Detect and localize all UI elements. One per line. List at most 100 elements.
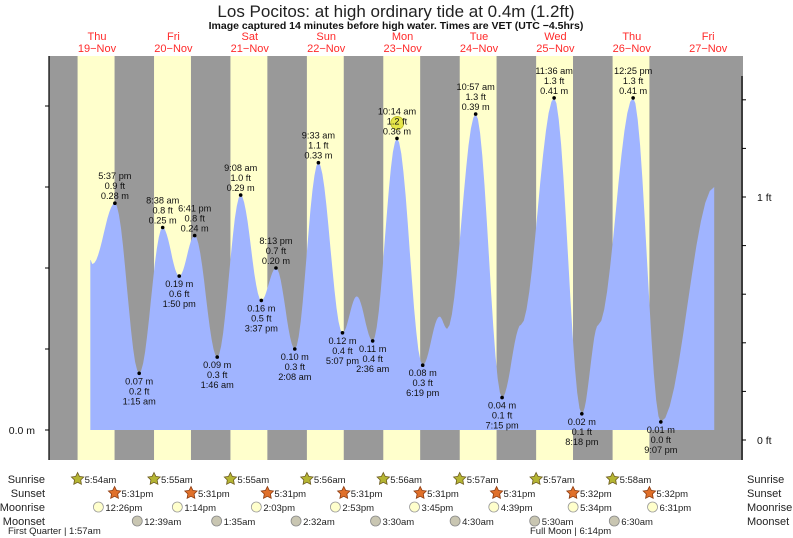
sunset-row-label-right: Sunset: [747, 488, 781, 500]
sunrise-time: 5:56am: [390, 475, 422, 486]
tide-height-ft: 0.1 ft: [572, 427, 593, 437]
sunrise-row-label-left: Sunrise: [8, 474, 45, 486]
tide-time: 9:08 am: [224, 163, 258, 173]
tide-extremes: 5:37 pm0.9 ft0.28 m 0.07 m0.2 ft1:15 am 8:…: [98, 66, 677, 455]
tide-point: [580, 412, 584, 416]
sunrise-star-icon: [299, 471, 314, 486]
tide-extreme-low: 0.19 m0.6 ft1:50 pm: [163, 274, 196, 309]
tide-extreme-high: 10:57 am1.3 ft0.39 m: [457, 82, 495, 116]
tide-time: 2:08 am: [278, 372, 312, 382]
day-labels: Thu19−NovFri20−NovSat21−NovSun22−NovMon2…: [78, 31, 728, 55]
tide-height-m: 0.07 m: [125, 376, 153, 386]
moonrise-time: 2:53pm: [342, 503, 374, 514]
tide-height-ft: 0.6 ft: [169, 289, 190, 299]
moonset-time: 12:39am: [144, 517, 181, 528]
right-axis-label: 1 ft: [757, 192, 772, 204]
tide-extreme-high: 10:14 am1.2 ft0.36 m: [378, 106, 416, 141]
sunrise-event: 5:57am: [452, 471, 499, 486]
sunset-event: 5:31pm: [107, 485, 153, 500]
tide-height-ft: 0.9 ft: [105, 181, 126, 191]
tide-time: 8:13 pm: [259, 236, 293, 246]
tide-height-m: 0.19 m: [165, 279, 193, 289]
tide-height-m: 0.36 m: [383, 126, 411, 136]
moonset-circle-icon: [608, 515, 620, 527]
moonrise-event: 3:45pm: [409, 501, 453, 514]
tide-extreme-low: 0.08 m0.3 ft6:19 pm: [406, 363, 440, 398]
moonset-time: 3:30am: [383, 517, 415, 528]
tide-extreme-low: 0.11 m0.4 ft2:36 am: [356, 339, 390, 374]
moonset-event: 6:30am: [608, 515, 653, 528]
moonset-time: 1:35am: [224, 517, 256, 528]
tide-extreme-high: 11:36 am1.3 ft0.41 m: [535, 66, 573, 100]
sunset-time: 5:32pm: [580, 489, 612, 500]
tide-extreme-low: 0.12 m0.4 ft5:07 pm: [326, 331, 360, 366]
tide-height-m: 0.16 m: [247, 303, 275, 313]
day-label-dow: Fri: [702, 31, 715, 43]
sunrise-row-label-right: Sunrise: [747, 474, 784, 486]
tide-point: [316, 160, 321, 165]
moonrise-circle-icon: [409, 501, 420, 513]
tide-height-ft: 0.7 ft: [266, 246, 287, 256]
tide-time: 3:37 pm: [245, 323, 279, 333]
tide-height-ft: 0.0 ft: [651, 435, 672, 445]
day-label-date: 27−Nov: [689, 43, 728, 55]
tide-time: 5:07 pm: [326, 356, 360, 366]
tide-point: [192, 233, 197, 238]
tide-height-ft: 1.3 ft: [465, 92, 486, 102]
tide-height-ft: 0.8 ft: [184, 214, 205, 224]
sunrise-time: 5:54am: [85, 475, 117, 486]
tide-point: [631, 96, 635, 100]
tide-height-m: 0.41 m: [619, 86, 647, 96]
tide-height-m: 0.04 m: [488, 401, 516, 411]
moon-phase-label: Full Moon | 6:14pm: [530, 526, 611, 537]
tide-point: [552, 96, 556, 100]
tide-extreme-high: 5:37 pm0.9 ft0.28 m: [98, 171, 132, 205]
almanac-rows: Sunrise Sunrise 5:54am 5:55am 5:55am 5:56am 5:…: [0, 471, 792, 537]
moonrise-time: 2:03pm: [263, 503, 295, 514]
sunset-event: 5:31pm: [489, 485, 535, 500]
moonrise-circle-icon: [250, 501, 262, 513]
tide-extreme-low: 0.10 m0.3 ft2:08 am: [278, 347, 312, 382]
tide-point: [113, 201, 117, 205]
moonset-time: 2:32am: [303, 517, 335, 528]
tide-curve-area: [90, 97, 715, 431]
tide-time: 1:46 am: [201, 380, 235, 390]
tide-height-ft: 1.2 ft: [387, 116, 408, 126]
sunrise-star-icon: [376, 471, 391, 486]
moonset-time: 5:30am: [542, 517, 574, 528]
left-axis-label: 0.0 m: [9, 425, 36, 437]
tide-height-m: 0.09 m: [203, 360, 231, 370]
sunset-star-icon: [183, 485, 198, 500]
day-label-dow: Thu: [622, 31, 641, 43]
capture-marker-group: [390, 116, 405, 130]
tide-height-ft: 0.4 ft: [332, 346, 353, 356]
tide-height-ft: 1.0 ft: [230, 173, 251, 183]
sunrise-star-icon: [605, 471, 620, 486]
moonset-circle-icon: [449, 515, 461, 527]
day-label-date: 24−Nov: [460, 43, 499, 55]
tide-time: 9:33 am: [302, 131, 336, 141]
sunset-star-icon: [642, 485, 657, 500]
moonrise-time: 12:26pm: [105, 503, 142, 514]
moonrise-time: 1:14pm: [184, 503, 216, 514]
tide-extreme-low: 0.02 m0.1 ft8:18 pm: [565, 412, 599, 447]
sunrise-star-icon: [529, 471, 544, 486]
tide-time: 7:15 pm: [485, 421, 519, 431]
sunset-event: 5:31pm: [260, 485, 306, 500]
tide-time: 6:41 pm: [178, 204, 212, 214]
tide-height-m: 0.10 m: [281, 352, 309, 362]
day-label-date: 26−Nov: [613, 43, 652, 55]
tide-height-m: 0.02 m: [568, 417, 596, 427]
tide-height-ft: 0.3 ft: [207, 370, 228, 380]
day-label-dow: Sun: [316, 31, 336, 43]
sunrise-time: 5:55am: [237, 475, 269, 486]
tide-height-ft: 0.3 ft: [412, 378, 433, 388]
sunrise-event: 5:57am: [529, 471, 575, 486]
tide-time: 2:36 am: [356, 364, 390, 374]
tide-point: [215, 355, 220, 359]
sunrise-event: 5:56am: [299, 471, 346, 486]
moonrise-circle-icon: [329, 501, 341, 513]
moon-phase-label: First Quarter | 1:57am: [8, 526, 101, 537]
tide-height-ft: 0.2 ft: [129, 386, 150, 396]
